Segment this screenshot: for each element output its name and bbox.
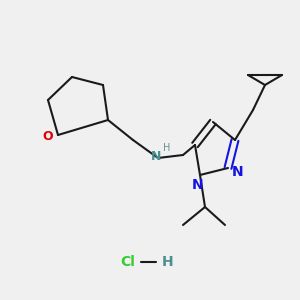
Text: H: H [162,255,174,269]
Text: O: O [43,130,53,143]
Text: N: N [151,151,161,164]
Text: Cl: Cl [121,255,135,269]
Text: N: N [192,178,204,192]
Text: N: N [232,165,244,179]
Text: H: H [163,143,171,153]
